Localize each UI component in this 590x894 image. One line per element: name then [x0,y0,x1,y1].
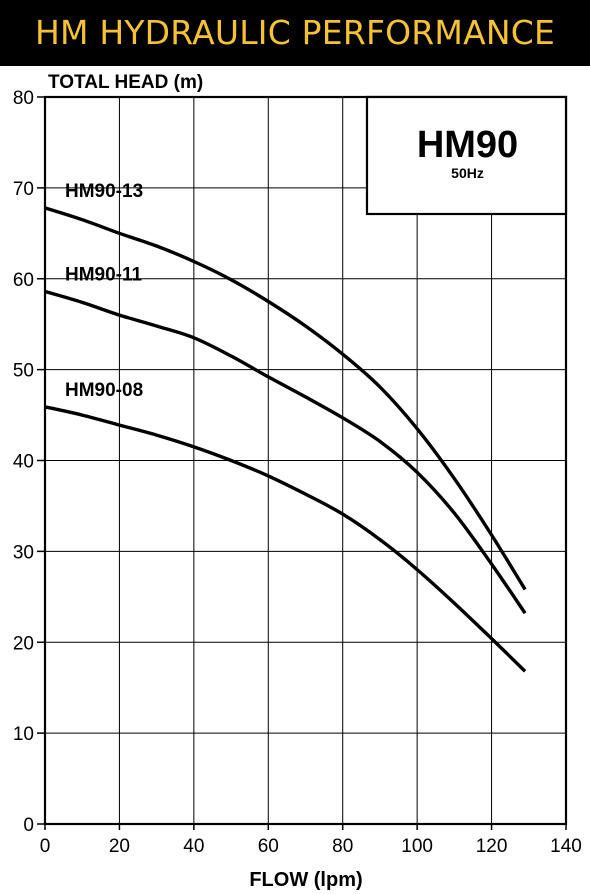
series-label: HM90-08 [65,380,143,401]
y-tick-label: 70 [13,179,34,200]
y-tick-label: 20 [13,633,34,654]
x-tick-label: 60 [258,836,279,857]
x-tick-label: 80 [332,836,353,857]
chart-labels: TOTAL HEAD (m) FLOW (lpm) HM90-13 HM90-11 HM… [48,72,363,891]
x-tick-label: 100 [401,836,433,857]
banner-title: HM HYDRAULIC PERFORMANCE [34,13,556,52]
y-tick-label: 30 [13,542,34,563]
y-tick-label: 0 [23,815,34,836]
y-tick-label: 80 [13,88,34,109]
series-line [44,206,527,591]
title-banner: HM HYDRAULIC PERFORMANCE [0,0,590,66]
series-line [44,289,527,615]
x-tick-label: 40 [183,836,204,857]
tick-labels: 0 10 20 30 40 50 60 70 80 0 20 40 60 80 100 120 140 [13,88,582,857]
series-line [44,405,527,673]
x-tick-label: 0 [40,836,51,857]
series-label: HM90-13 [65,181,143,202]
model-name: HM90 [417,124,518,166]
x-axis-label: FLOW (lpm) [249,869,362,891]
y-axis-label: TOTAL HEAD (m) [48,72,203,93]
y-tick-label: 10 [13,724,34,745]
y-tick-label: 50 [13,361,34,382]
performance-chart: 0 10 20 30 40 50 60 70 80 0 20 40 60 80 100 120 140 TOTA… [13,72,582,891]
model-box-frame [365,95,568,216]
series-label: HM90-11 [65,264,143,285]
x-tick-label: 140 [550,836,582,857]
y-tick-label: 60 [13,270,34,291]
series-lines [44,206,527,673]
x-tick-label: 120 [476,836,508,857]
model-frequency: 50Hz [451,165,484,181]
x-tick-label: 20 [109,836,130,857]
y-tick-label: 40 [13,452,34,473]
